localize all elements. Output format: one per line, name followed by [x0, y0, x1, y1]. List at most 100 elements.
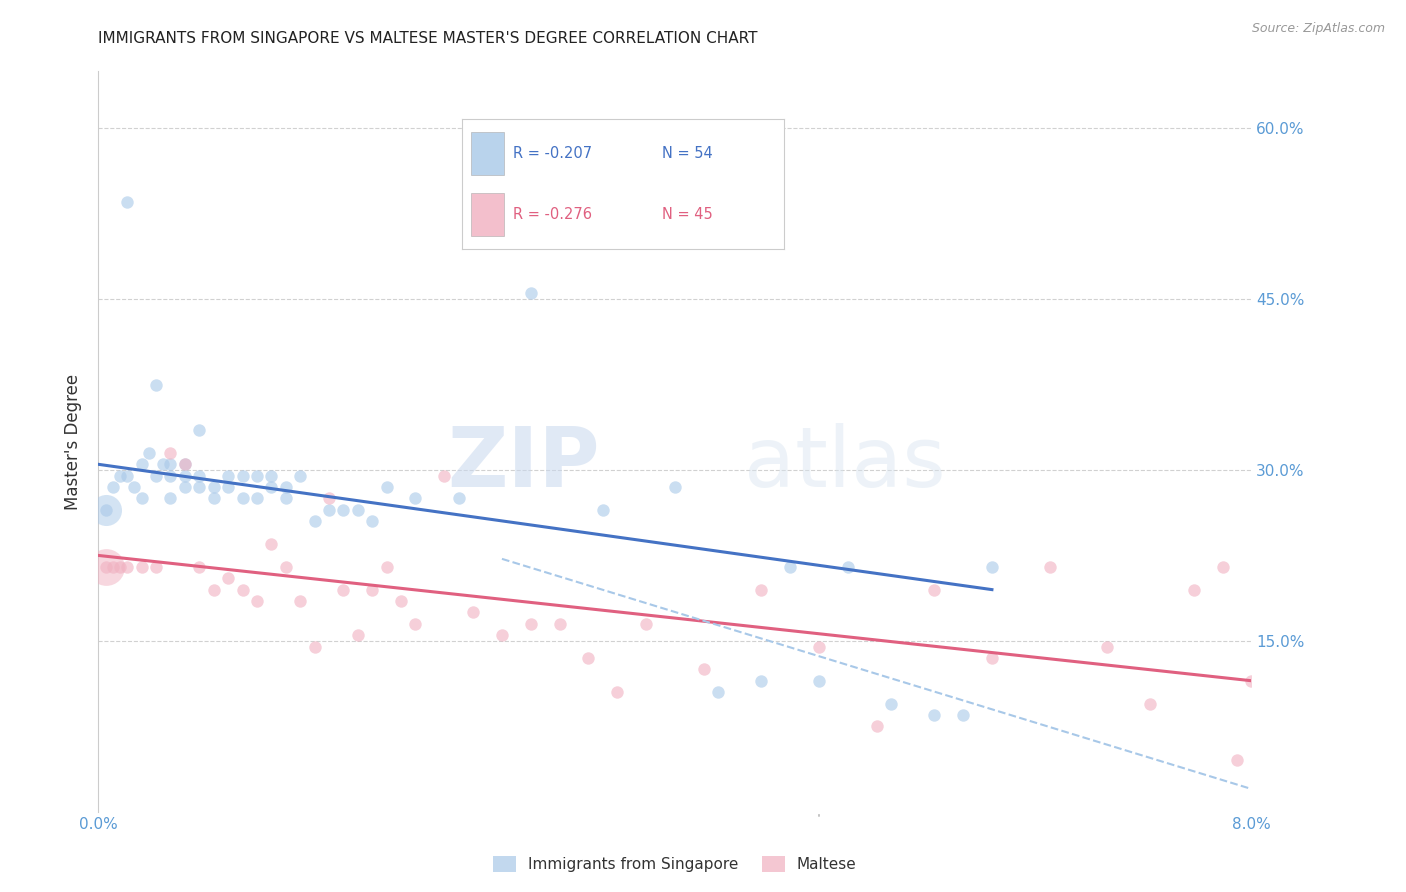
Point	[332, 582, 354, 597]
Point	[837, 559, 859, 574]
Point	[108, 468, 131, 483]
Point	[174, 468, 197, 483]
Point	[592, 503, 614, 517]
Point	[145, 559, 167, 574]
Text: Source: ZipAtlas.com: Source: ZipAtlas.com	[1251, 22, 1385, 36]
Point	[217, 468, 239, 483]
Point	[779, 559, 801, 574]
Point	[447, 491, 470, 506]
Point	[188, 423, 211, 437]
Point	[94, 559, 117, 574]
Point	[880, 697, 903, 711]
Point	[159, 446, 181, 460]
Point	[145, 377, 167, 392]
Point	[231, 491, 254, 506]
Text: ZIP: ZIP	[447, 423, 600, 504]
Point	[246, 491, 269, 506]
Point	[1226, 754, 1249, 768]
Point	[332, 503, 354, 517]
Point	[174, 458, 197, 472]
Point	[405, 491, 427, 506]
Point	[318, 491, 340, 506]
Legend: Immigrants from Singapore, Maltese: Immigrants from Singapore, Maltese	[486, 850, 863, 878]
Point	[636, 616, 658, 631]
Point	[361, 582, 384, 597]
Point	[174, 480, 197, 494]
Point	[202, 582, 225, 597]
Point	[924, 707, 946, 722]
Point	[94, 503, 117, 517]
Point	[1097, 640, 1119, 654]
Point	[375, 559, 398, 574]
Point	[131, 491, 153, 506]
Point	[124, 480, 146, 494]
Point	[578, 651, 600, 665]
Point	[101, 559, 124, 574]
Point	[231, 582, 254, 597]
Point	[924, 582, 946, 597]
Point	[405, 616, 427, 631]
Point	[433, 468, 456, 483]
Point	[188, 559, 211, 574]
Point	[375, 480, 398, 494]
Point	[520, 286, 543, 301]
Point	[461, 606, 484, 620]
Point	[159, 491, 181, 506]
Point	[246, 594, 269, 608]
Point	[807, 640, 830, 654]
Point	[117, 468, 139, 483]
Point	[202, 480, 225, 494]
Point	[152, 458, 174, 472]
Point	[117, 195, 139, 210]
Point	[1139, 697, 1161, 711]
Point	[981, 651, 1004, 665]
Point	[1211, 559, 1234, 574]
Point	[693, 662, 716, 676]
Point	[159, 458, 181, 472]
Y-axis label: Master's Degree: Master's Degree	[65, 374, 83, 509]
Point	[1038, 559, 1062, 574]
Point	[138, 446, 160, 460]
Point	[1182, 582, 1205, 597]
Point	[548, 616, 571, 631]
Point	[1240, 673, 1263, 688]
Point	[304, 640, 326, 654]
Point	[217, 571, 239, 585]
Point	[108, 559, 131, 574]
Point	[217, 480, 239, 494]
Point	[866, 719, 889, 733]
Point	[290, 468, 312, 483]
Point	[159, 468, 181, 483]
Point	[101, 480, 124, 494]
Point	[290, 594, 312, 608]
Point	[346, 503, 368, 517]
Point	[606, 685, 628, 699]
Point	[389, 594, 412, 608]
Point	[274, 491, 297, 506]
Point	[145, 468, 167, 483]
Point	[260, 468, 283, 483]
Point	[751, 673, 773, 688]
Point	[246, 468, 269, 483]
Point	[94, 503, 117, 517]
Point	[188, 480, 211, 494]
Text: atlas: atlas	[744, 423, 946, 504]
Point	[117, 559, 139, 574]
Text: IMMIGRANTS FROM SINGAPORE VS MALTESE MASTER'S DEGREE CORRELATION CHART: IMMIGRANTS FROM SINGAPORE VS MALTESE MAS…	[98, 31, 758, 46]
Point	[491, 628, 513, 642]
Point	[751, 582, 773, 597]
Point	[707, 685, 730, 699]
Point	[807, 673, 830, 688]
Point	[131, 559, 153, 574]
Point	[274, 480, 297, 494]
Point	[664, 480, 686, 494]
Point	[260, 480, 283, 494]
Point	[131, 458, 153, 472]
Point	[202, 491, 225, 506]
Point	[274, 559, 297, 574]
Point	[952, 707, 974, 722]
Point	[981, 559, 1004, 574]
Point	[94, 559, 117, 574]
Point	[231, 468, 254, 483]
Point	[520, 616, 543, 631]
